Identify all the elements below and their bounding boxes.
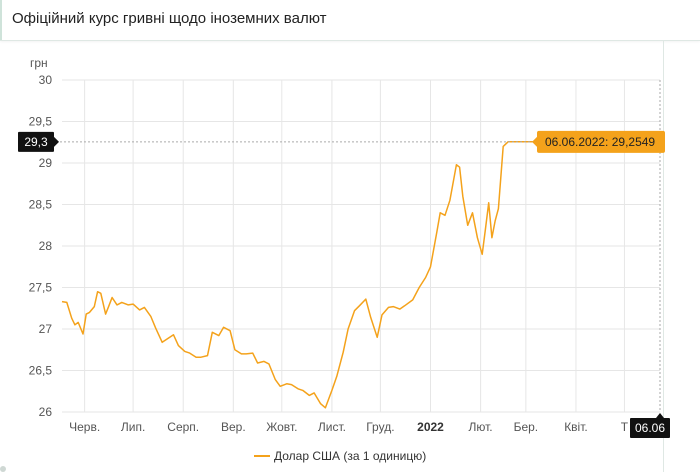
y-crosshair-badge xyxy=(18,131,54,152)
x-tick-label: Груд. xyxy=(366,420,394,434)
y-tick-label: 29,5 xyxy=(29,115,53,129)
tooltip-pointer xyxy=(532,136,537,147)
x-tick-label: 2022 xyxy=(417,420,444,434)
y-tick-label: 27,5 xyxy=(29,281,53,295)
y-axis-unit: грн xyxy=(30,56,48,70)
x-tick-label: Бер. xyxy=(514,420,539,434)
x-crosshair-badge xyxy=(630,418,670,438)
series-layer xyxy=(61,141,660,409)
y-tick-label: 27 xyxy=(39,322,53,336)
overlay: 29,3 06.06.2022: 29,2549 06.06 Долар США (з… xyxy=(18,80,670,463)
y-tick-label: 26 xyxy=(39,405,53,419)
x-tick-label: Лист. xyxy=(318,420,346,434)
x-tick-label: Жовт. xyxy=(266,420,297,434)
grid xyxy=(62,79,660,413)
tooltip-text: 06.06.2022: 29,2549 xyxy=(545,135,655,149)
x-crosshair-label: 06.06 xyxy=(635,421,665,435)
y-tick-label: 28,5 xyxy=(29,198,53,212)
x-tick-label: Лют. xyxy=(469,420,493,434)
x-tick-label: Лип. xyxy=(121,420,145,434)
axes: грн 30 29,5 29 28,5 28 27,5 27 26,5 26 Черв. Лип. Се… xyxy=(29,56,629,434)
header: Офіційний курс гривні щодо іноземних вал… xyxy=(0,0,700,41)
x-tick-label: Вер. xyxy=(221,420,246,434)
panel-edge xyxy=(663,40,664,472)
scroll-indicator xyxy=(0,466,6,472)
series-line-0[interactable] xyxy=(61,141,660,409)
tooltip xyxy=(537,130,665,153)
x-tick-label: Серп. xyxy=(167,420,199,434)
page-title: Офіційний курс гривні щодо іноземних вал… xyxy=(12,10,327,27)
y-tick-label: 28 xyxy=(39,239,53,253)
y-tick-label: 26,5 xyxy=(29,364,53,378)
x-tick-label: Квіт. xyxy=(564,420,588,434)
legend-label[interactable]: Долар США (за 1 одиницю) xyxy=(274,449,426,463)
x-tick-label: Черв. xyxy=(69,420,100,434)
y-crosshair-badge-pointer xyxy=(54,136,59,147)
y-crosshair-label: 29,3 xyxy=(24,135,48,149)
x-crosshair-badge-pointer xyxy=(656,413,664,418)
header-accent xyxy=(0,0,2,40)
x-tick-label: Т xyxy=(621,420,629,434)
y-tick-label: 29 xyxy=(39,156,53,170)
y-tick-label: 30 xyxy=(39,73,53,87)
